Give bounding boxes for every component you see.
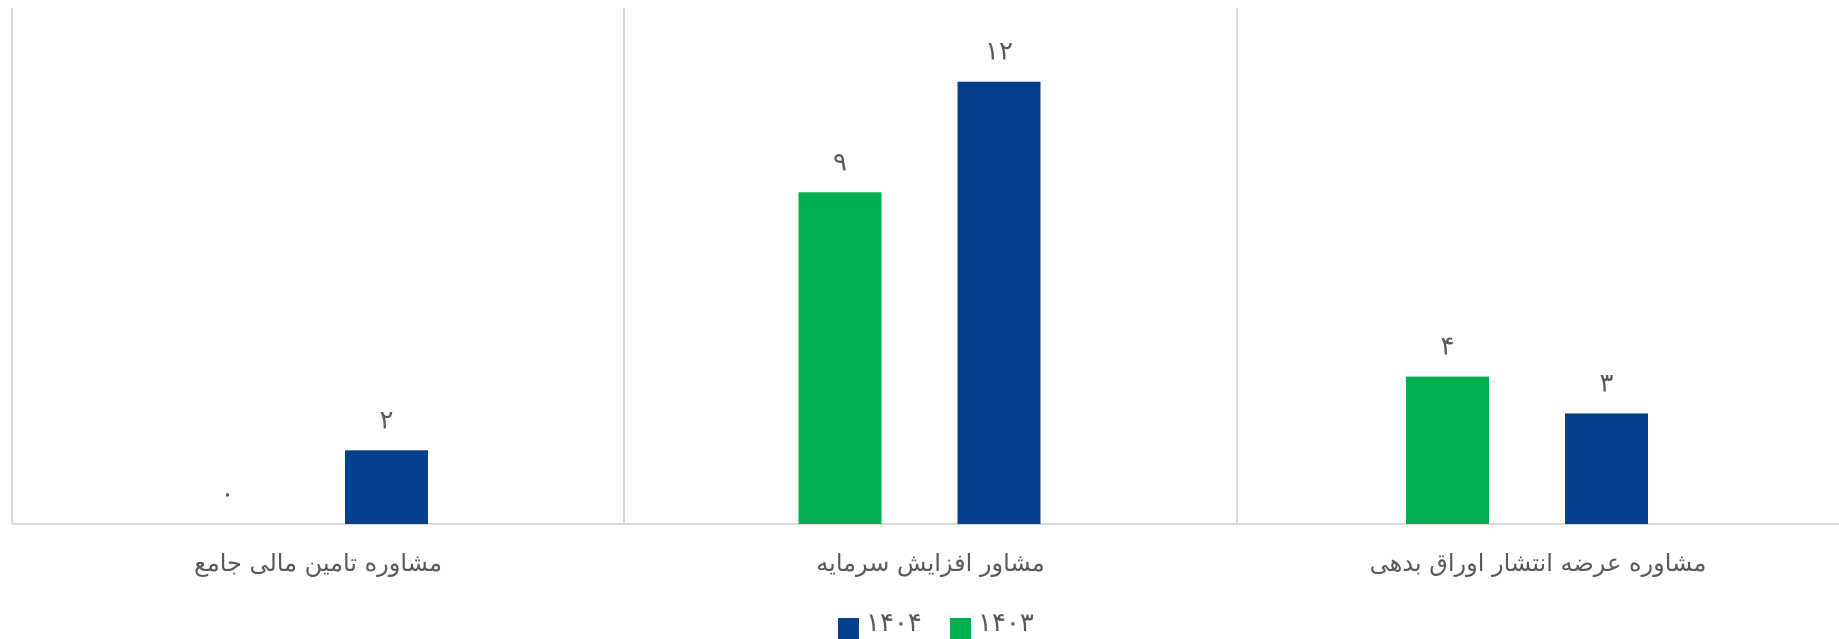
- data-label: ۲: [380, 405, 394, 435]
- chart-legend: ۱۴۰۴ ۱۴۰۳: [838, 608, 1034, 639]
- data-label: ۰: [221, 479, 235, 509]
- legend-item: ۱۴۰۳: [950, 608, 1034, 639]
- data-label: ۱۲: [985, 37, 1013, 67]
- category-label: مشاوره عرضه انتشار اوراق بدهی: [1370, 549, 1707, 577]
- chart-axes: [11, 8, 1839, 525]
- bar: [345, 450, 428, 524]
- legend-item: ۱۴۰۴: [838, 608, 922, 639]
- legend-swatch: [838, 618, 859, 639]
- category-label: مشاور افزایش سرمایه: [816, 549, 1044, 577]
- legend-swatch: [950, 618, 971, 639]
- bar: [1565, 413, 1648, 524]
- chart-category-labels: مشاوره تامین مالی جامع مشاور افزایش سرمای…: [194, 549, 1706, 577]
- data-label: ۹: [833, 147, 847, 177]
- category-label: مشاوره تامین مالی جامع: [194, 549, 442, 577]
- data-label: ۳: [1600, 368, 1614, 398]
- chart-bars: [345, 81, 1648, 525]
- bar: [957, 81, 1041, 524]
- legend-label: ۱۴۰۳: [978, 608, 1034, 638]
- bar: [1406, 376, 1489, 524]
- data-label: ۴: [1441, 332, 1455, 362]
- bar: [798, 192, 882, 525]
- chart-value-labels: ۰ ۲ ۹ ۱۲ ۴ ۳: [221, 37, 1614, 509]
- legend-label: ۱۴۰۴: [866, 608, 922, 638]
